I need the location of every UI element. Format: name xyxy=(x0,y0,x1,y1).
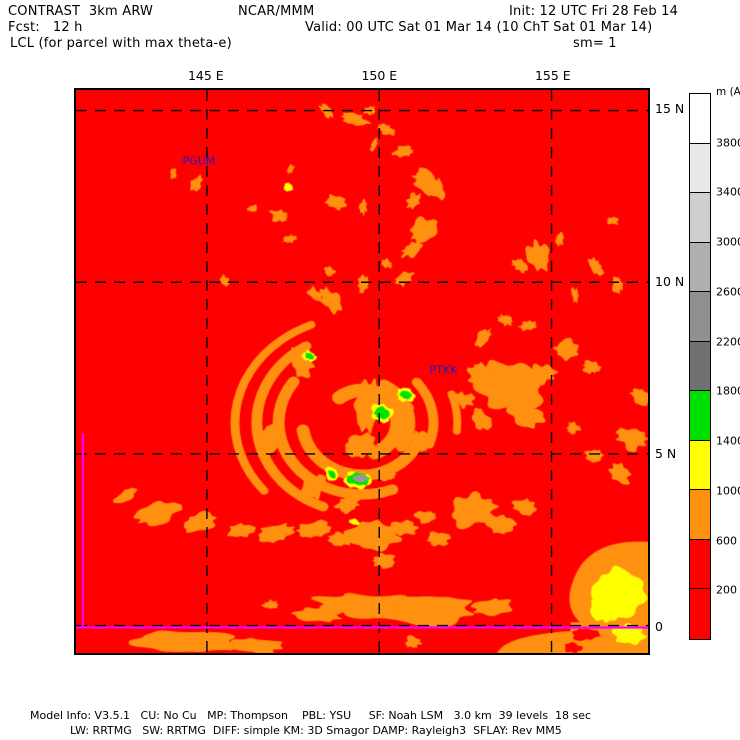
smoothing-label: sm= 1 xyxy=(573,36,617,51)
model-info-line-1: Model Info: V3.5.1 CU: No Cu MP: Thompso… xyxy=(30,709,592,722)
y-tick-label: 5 N xyxy=(655,446,677,462)
colorbar-tick-label: 1000 xyxy=(716,484,740,498)
valid-time-label: Valid: 00 UTC Sat 01 Mar 14 (10 ChT Sat … xyxy=(305,20,653,35)
colorbar-segment xyxy=(690,143,710,194)
colorbar-tick-label: 1400 xyxy=(716,434,740,448)
institution-label: NCAR/MMM xyxy=(238,4,315,19)
colorbar-segment xyxy=(690,490,710,540)
colorbar-tick-label: 600 xyxy=(716,534,737,548)
y-tick-label: 15 N xyxy=(655,100,685,116)
colorbar-segment xyxy=(690,94,710,144)
colorbar-tick-label: 1800 xyxy=(716,384,740,398)
colorbar-segment xyxy=(690,242,710,293)
colorbar-tick-label: 3800 xyxy=(716,136,740,150)
colorbar-tick-label: 2200 xyxy=(716,335,740,349)
y-tick-label: 0 xyxy=(655,619,663,635)
lcl-field-heatmap xyxy=(76,90,648,653)
map-plot-area xyxy=(74,88,650,655)
y-tick-label: 10 N xyxy=(655,273,685,289)
colorbar-segment xyxy=(690,539,710,590)
x-tick-label: 150 E xyxy=(361,68,398,83)
colorbar-segment xyxy=(690,589,710,639)
colorbar-segment xyxy=(690,341,710,392)
station-label-pgum: PGUM xyxy=(182,154,216,168)
colorbar-tick-label: 3000 xyxy=(716,235,740,249)
colorbar-tick-label: 2600 xyxy=(716,285,740,299)
init-time-label: Init: 12 UTC Fri 28 Feb 14 xyxy=(509,4,679,19)
colorbar-tick-label: 3400 xyxy=(716,185,740,199)
x-tick-label: 155 E xyxy=(534,68,571,83)
forecast-hour-label: Fcst: 12 h xyxy=(8,20,83,35)
colorbar-segment xyxy=(690,292,710,342)
field-name-label: LCL (for parcel with max theta-e) xyxy=(10,36,232,51)
colorbar-segment xyxy=(690,440,710,491)
station-label-ptkk: PTKK xyxy=(429,363,458,377)
colorbar-segment xyxy=(690,193,710,243)
colorbar-units-label: m (AGL) xyxy=(716,86,740,98)
x-tick-label: 145 E xyxy=(187,68,224,83)
colorbar-segment xyxy=(690,391,710,441)
colorbar-strip xyxy=(689,93,711,640)
colorbar: m (AGL) 3800 3400 3000 2600 2200 1800 1400 1000… xyxy=(689,87,740,640)
model-title: CONTRAST 3km ARW xyxy=(8,4,154,19)
model-info-line-2: LW: RRTMG SW: RRTMG DIFF: simple KM: 3D … xyxy=(70,724,562,737)
colorbar-tick-label: 200 xyxy=(716,583,737,597)
